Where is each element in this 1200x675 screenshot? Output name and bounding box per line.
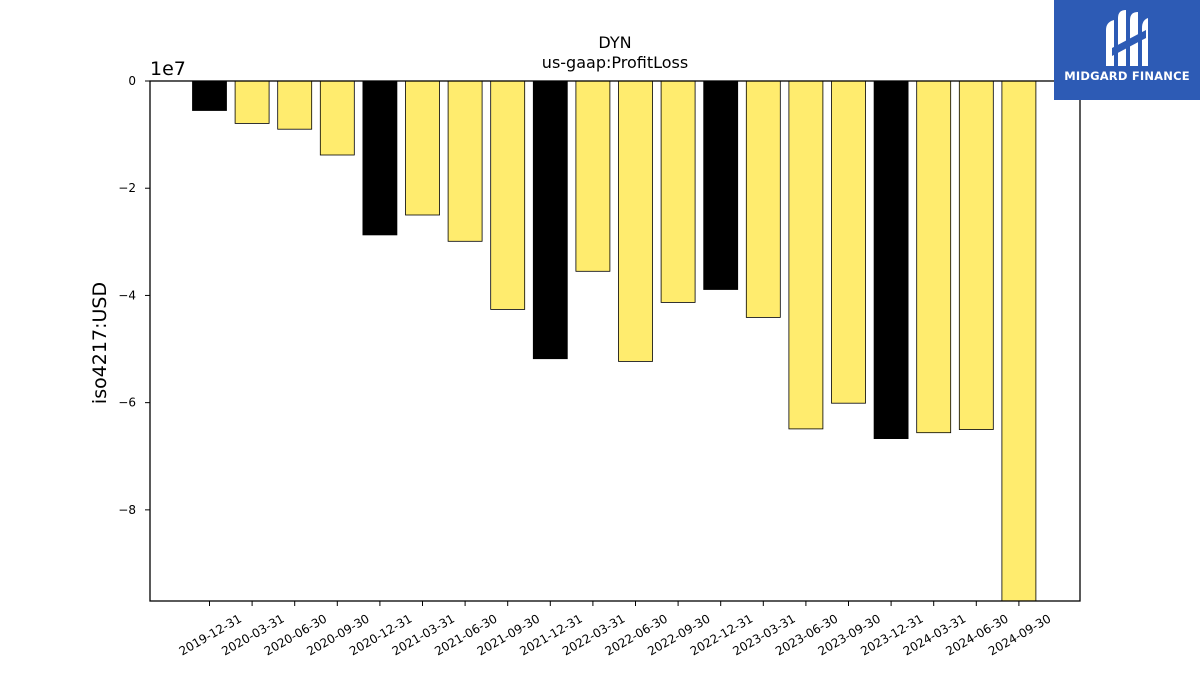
bar-2023-06-30 bbox=[788, 80, 824, 430]
bar-2021-06-30 bbox=[447, 80, 483, 242]
bar-2022-06-30 bbox=[618, 80, 653, 362]
logo-text: MIDGARD FINANCE bbox=[1064, 69, 1190, 83]
y-tick-label: 0 bbox=[128, 74, 136, 88]
bar-2023-09-30 bbox=[831, 80, 866, 404]
bar-2022-03-31 bbox=[575, 80, 611, 272]
bars-group bbox=[192, 80, 1037, 602]
bar-2024-06-30 bbox=[958, 80, 994, 430]
bar-2021-12-31 bbox=[532, 80, 568, 360]
bar-2024-09-30 bbox=[1001, 80, 1037, 602]
x-axis-ticks: 2019-12-312020-03-312020-06-302020-09-30… bbox=[177, 601, 1053, 658]
y-tick-label: −6 bbox=[118, 396, 136, 410]
bar-2021-03-31 bbox=[405, 80, 440, 216]
bar-2021-09-30 bbox=[490, 80, 526, 310]
y-axis-label: iso4217:USD bbox=[89, 282, 111, 404]
bar-2024-03-31 bbox=[916, 80, 952, 434]
bar-2022-09-30 bbox=[660, 80, 696, 303]
chart-title: DYN bbox=[598, 33, 631, 52]
bar-2020-12-31 bbox=[362, 80, 398, 236]
bar-2022-12-31 bbox=[703, 80, 739, 290]
bar-2023-12-31 bbox=[873, 80, 909, 440]
bar-2020-03-31 bbox=[234, 80, 270, 124]
bar-2019-12-31 bbox=[192, 80, 227, 111]
bar-2020-06-30 bbox=[277, 80, 313, 130]
y-tick-label: −2 bbox=[118, 181, 136, 195]
y-axis-ticks: 0 −2 −4 −6 −8 bbox=[118, 74, 150, 517]
midgard-logo-icon bbox=[1106, 10, 1148, 66]
bar-2023-03-31 bbox=[745, 80, 781, 318]
chart-subtitle: us-gaap:ProfitLoss bbox=[542, 53, 688, 72]
plot-frame bbox=[149, 80, 1081, 602]
brand-logo: MIDGARD FINANCE bbox=[1054, 0, 1200, 100]
bar-2020-09-30 bbox=[319, 80, 355, 156]
y-tick-label: −4 bbox=[118, 288, 136, 302]
y-offset-label: 1e7 bbox=[150, 58, 186, 80]
y-tick-label: −8 bbox=[118, 503, 136, 517]
